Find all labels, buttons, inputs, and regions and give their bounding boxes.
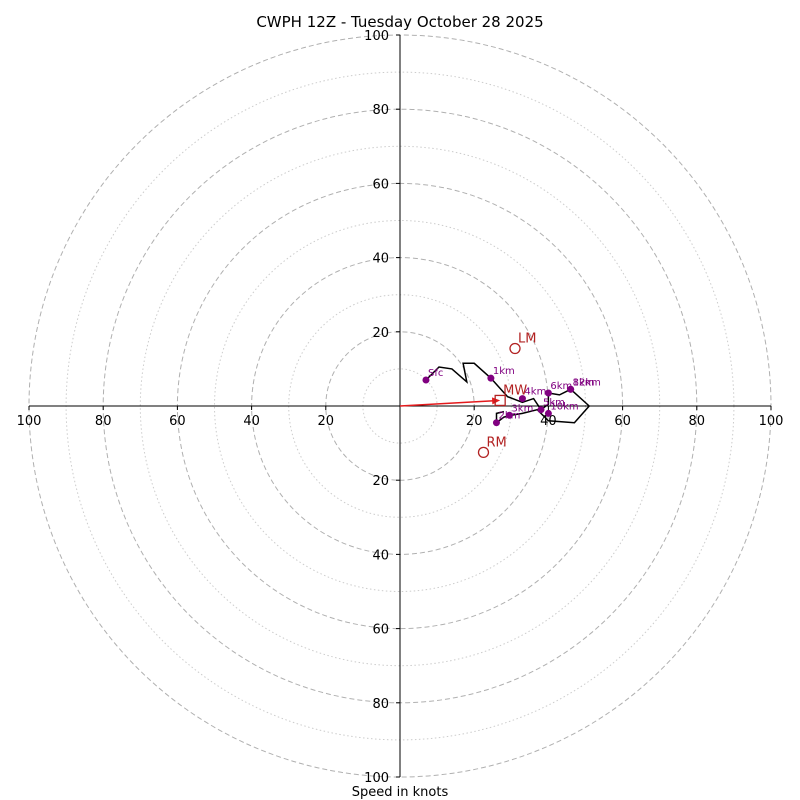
storm-motion-RM-label: RM [486, 435, 506, 450]
y-tick-label: 60 [372, 623, 389, 638]
height-label-5km: 5km [543, 398, 565, 409]
x-tick-label: 60 [169, 414, 186, 429]
y-tick-label: 20 [372, 326, 389, 341]
arrow-head [491, 397, 501, 405]
x-tick-label: 20 [466, 414, 483, 429]
y-tick-label: 100 [364, 29, 389, 44]
height-markers: Sfc1km2km3km4km5km6km8km10km12km [422, 366, 601, 427]
height-marker-10km [544, 409, 552, 417]
storm-motion-RM-marker [477, 446, 490, 459]
arrow-shaft [399, 399, 495, 407]
height-marker-Sfc [422, 376, 430, 384]
x-tick-label: 80 [95, 414, 112, 429]
y-tick-label: 40 [372, 548, 389, 563]
height-label-12km: 12km [573, 377, 601, 388]
tick-labels: 100 80 60 40 20 20 40 60 80 100100806040202040608… [17, 29, 784, 786]
y-tick-label: 80 [372, 697, 389, 712]
height-marker-2km [492, 419, 500, 427]
x-tick-label: 100 [759, 414, 784, 429]
storm-motion-LM-marker [509, 342, 521, 355]
y-tick-label: 20 [372, 474, 389, 489]
height-label-10km: 10km [550, 401, 578, 412]
y-tick-label: 80 [372, 103, 389, 118]
x-tick-label: 100 [17, 414, 42, 429]
height-label-Sfc: Sfc [428, 368, 443, 379]
height-label-1km: 1km [493, 366, 515, 377]
x-tick-label: 20 [318, 414, 335, 429]
y-tick-label: 40 [372, 252, 389, 267]
height-label-4km: 4km [524, 387, 546, 398]
height-marker-12km [567, 385, 575, 393]
x-tick-label: 60 [614, 414, 631, 429]
height-marker-6km [544, 389, 552, 397]
height-label-6km: 6km [550, 381, 572, 392]
y-tick-label: 60 [372, 177, 389, 192]
height-marker-5km [537, 406, 545, 414]
x-tick-label: 80 [689, 414, 706, 429]
height-label-8km: 8km [573, 377, 595, 388]
x-axis-label: Speed in knots [352, 785, 449, 800]
y-tick-label: 100 [364, 771, 389, 786]
storm-motion-markers: LM MW RM [477, 331, 536, 459]
height-marker-3km [505, 411, 513, 419]
storm-motion-LM-label: LM [518, 331, 536, 346]
height-label-3km: 3km [511, 403, 533, 414]
x-tick-label: 40 [243, 414, 260, 429]
storm-motion-arrow [399, 397, 501, 407]
storm-motion-MW-marker [494, 394, 506, 407]
storm-motion-MW-label: MW [503, 383, 527, 398]
height-marker-1km [487, 374, 495, 382]
height-marker-4km [518, 395, 526, 403]
chart-title: CWPH 12Z - Tuesday October 28 2025 [256, 13, 543, 31]
